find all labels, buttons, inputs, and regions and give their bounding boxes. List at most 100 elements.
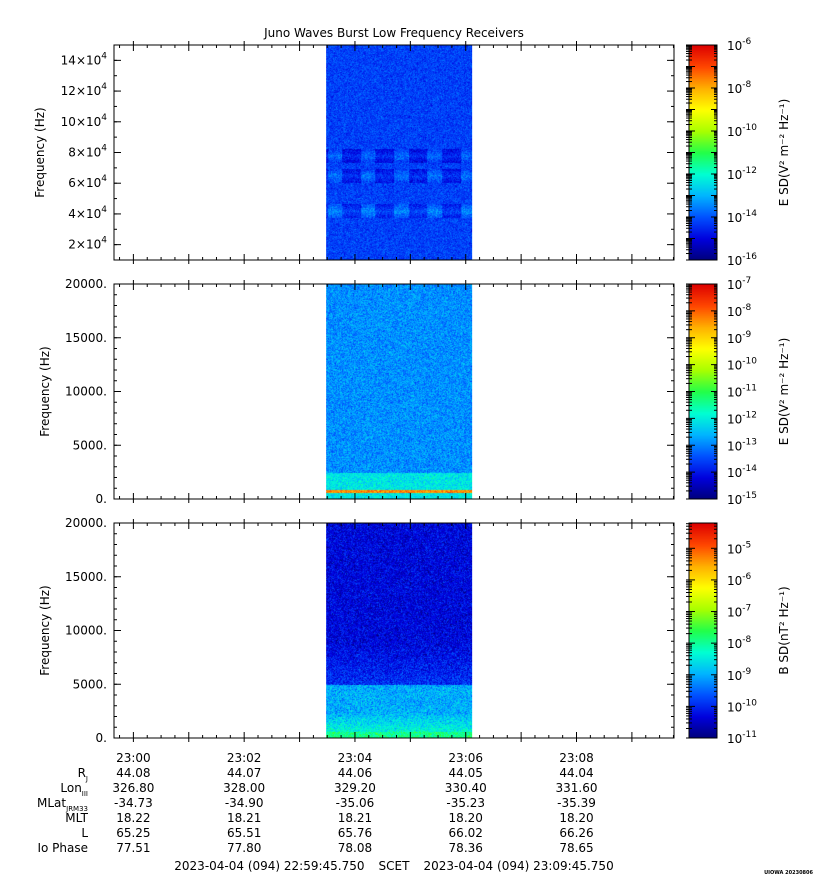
y-tick-label: 0. xyxy=(96,731,107,745)
colorbar: 10-710-810-910-1010-1110-1210-1310-1410-… xyxy=(686,276,791,507)
colorbar-tick-base: 10 xyxy=(727,606,742,620)
colorbar-tick-label: 10-10 xyxy=(727,698,757,714)
panel-3: 0. 5000. 10000. 15000. 20000. Frequency (Hz) 1… xyxy=(38,516,791,746)
y-tick-mantissa: 4×10 xyxy=(68,207,101,221)
panels: 2×1044×1046×1048×10410×10412×10414×104Fr… xyxy=(33,37,791,746)
colorbar-tick-base: 10 xyxy=(727,82,742,96)
spectrogram-image xyxy=(326,284,473,499)
colorbar-tick-base: 10 xyxy=(727,466,742,480)
colorbar-tick-base: 10 xyxy=(727,211,742,225)
y-tick-label: 0. xyxy=(96,492,107,506)
ephemeris-value: 326.80 xyxy=(112,781,154,795)
ephemeris-label: LonIII xyxy=(60,781,88,798)
colorbar-tick-exponent: -16 xyxy=(742,252,757,262)
colorbar-label: B SD(nT² Hz⁻¹) xyxy=(777,586,791,674)
ephemeris-value: 18.22 xyxy=(116,811,150,825)
colorbar-tick-exponent: -8 xyxy=(742,80,751,90)
ephemeris-value: 65.25 xyxy=(116,826,150,840)
colorbar-tick-exponent: -11 xyxy=(742,384,757,394)
panel-1: 2×1044×1046×1048×10410×10412×10414×104Fr… xyxy=(33,37,791,268)
ephemeris-value: -34.73 xyxy=(114,796,153,810)
colorbar-tick-base: 10 xyxy=(727,332,742,346)
colorbar-tick-base: 10 xyxy=(727,254,742,268)
colorbar-tick-base: 10 xyxy=(727,637,742,651)
colorbar-tick-exponent: -7 xyxy=(742,276,751,286)
x-tick-label: 23:08 xyxy=(559,751,594,765)
ephemeris-value: 78.08 xyxy=(338,841,372,855)
ephemeris-table: RJ 44.08 44.07 44.06 44.05 44.04 LonIII 326.80 3… xyxy=(37,766,597,855)
x-tick-label: 23:02 xyxy=(227,751,262,765)
ephemeris-value: 18.20 xyxy=(559,811,593,825)
y-tick-label: 2×104 xyxy=(68,236,107,252)
y-axis-label: Frequency (Hz) xyxy=(38,346,52,437)
colorbar-tick-label: 10-7 xyxy=(727,276,751,292)
colorbar-tick-label: 10-6 xyxy=(727,37,752,53)
ephemeris-label-main: MLT xyxy=(65,811,88,825)
y-axis-label: Frequency (Hz) xyxy=(38,585,52,676)
colorbar-tick-base: 10 xyxy=(727,732,742,746)
colorbar-tick-label: 10-6 xyxy=(727,572,752,588)
ephemeris-label-main: Lon xyxy=(60,781,81,795)
ephemeris-value: 18.21 xyxy=(338,811,372,825)
ephemeris-value: 77.80 xyxy=(227,841,261,855)
ephemeris-value: 78.65 xyxy=(559,841,593,855)
ephemeris-value: -35.23 xyxy=(446,796,485,810)
x-axis: 23:00 23:02 23:04 23:06 23:08 xyxy=(116,751,594,765)
colorbar-tick-label: 10-16 xyxy=(727,252,757,268)
colorbar-tick-exponent: -13 xyxy=(742,437,757,447)
colorbar-tick-exponent: -8 xyxy=(742,303,751,313)
watermark: UIOWA 20230806 xyxy=(764,870,813,876)
y-tick-label: 12×104 xyxy=(61,82,108,98)
ephemeris-value: 331.60 xyxy=(556,781,598,795)
y-tick-exponent: 4 xyxy=(101,205,107,215)
ephemeris-value: 44.07 xyxy=(227,766,261,780)
y-tick-label: 10000. xyxy=(65,385,107,399)
colorbar-tick-label: 10-8 xyxy=(727,80,752,96)
ephemeris-label: MLatJRM33 xyxy=(37,796,88,813)
colorbar-tick-base: 10 xyxy=(727,493,742,507)
colorbar-tick-label: 10-12 xyxy=(727,410,757,426)
ephemeris-value: -34.90 xyxy=(225,796,264,810)
ephemeris-label-main: R xyxy=(78,766,86,780)
ephemeris-value: 328.00 xyxy=(223,781,265,795)
footer-scet: 2023-04-04 (094) 22:59:45.750 SCET 2023-04… xyxy=(174,859,613,873)
ephemeris-value: 77.51 xyxy=(116,841,150,855)
y-tick-mantissa: 14×10 xyxy=(61,53,102,67)
y-tick-label: 20000. xyxy=(65,277,107,291)
chart-title: Juno Waves Burst Low Frequency Receivers xyxy=(263,26,524,40)
colorbar-tick-label: 10-5 xyxy=(727,540,751,556)
colorbar-tick-exponent: -15 xyxy=(742,491,757,501)
colorbar-tick-base: 10 xyxy=(727,359,742,373)
footer-mid: SCET xyxy=(379,859,411,873)
ephemeris-label-main: MLat xyxy=(37,796,66,810)
y-tick-label: 10×104 xyxy=(61,113,108,129)
colorbar-gradient xyxy=(689,523,717,738)
colorbar-tick-base: 10 xyxy=(727,305,742,319)
ephemeris-value: 65.76 xyxy=(338,826,372,840)
colorbar-tick-base: 10 xyxy=(727,669,742,683)
colorbar-tick-base: 10 xyxy=(727,439,742,453)
ephemeris-label: RJ xyxy=(78,766,88,783)
colorbar-tick-base: 10 xyxy=(727,542,742,556)
colorbar-tick-base: 10 xyxy=(727,168,742,182)
y-tick-label: 14×104 xyxy=(61,51,108,67)
colorbar-label: E SD(V² m⁻² Hz⁻¹) xyxy=(777,99,791,207)
ephemeris-value: -35.39 xyxy=(557,796,596,810)
x-tick-label: 23:04 xyxy=(338,751,373,765)
colorbar-tick-exponent: -10 xyxy=(742,357,757,367)
y-tick-label: 15000. xyxy=(65,570,107,584)
colorbar-tick-exponent: -6 xyxy=(742,572,751,582)
ephemeris-value: 18.20 xyxy=(449,811,483,825)
x-tick-label: 23:00 xyxy=(116,751,151,765)
ephemeris-value: 78.36 xyxy=(449,841,483,855)
colorbar-tick-exponent: -6 xyxy=(742,37,751,47)
colorbar-tick-base: 10 xyxy=(727,278,742,292)
y-tick-label: 8×104 xyxy=(68,144,107,160)
y-tick-exponent: 4 xyxy=(101,113,107,123)
ephemeris-label: MLT xyxy=(65,811,88,825)
y-tick-mantissa: 12×10 xyxy=(61,84,102,98)
ephemeris-label: L xyxy=(81,826,88,840)
ephemeris-value: 66.02 xyxy=(449,826,483,840)
